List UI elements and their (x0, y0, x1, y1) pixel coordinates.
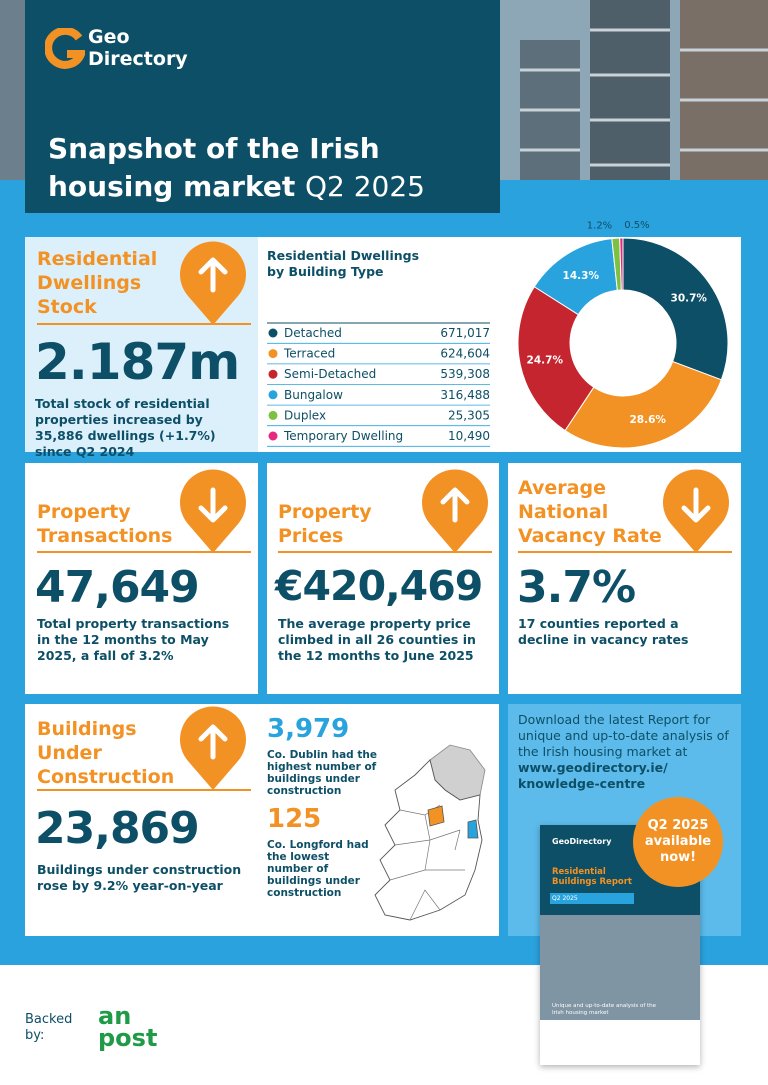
cover-photo (540, 915, 700, 1020)
title: Snapshot of the Irish housing market Q2 … (48, 130, 425, 206)
slice-label: 24.7% (527, 355, 564, 367)
slice-label: 0.5% (624, 220, 649, 231)
legend-count: 316,488 (440, 388, 490, 402)
ireland-map (374, 744, 486, 921)
pins (180, 241, 730, 790)
stat-value: 3.7% (517, 562, 636, 613)
cover-brand: GeoDirectory (552, 837, 612, 846)
logo-word: Directory (88, 48, 188, 70)
stat-label: Residential Dwellings Stock (37, 248, 158, 318)
download-link[interactable]: www.geodirectory.ie/ knowledge-centre (518, 760, 668, 791)
cover-subtitle: Unique and up-to-date analysis of the Ir… (552, 1003, 657, 1016)
legend-swatch (268, 410, 278, 420)
legend-label: Terraced (283, 347, 335, 361)
stat-value: 47,649 (35, 562, 200, 613)
logo-word: Geo (88, 26, 130, 48)
legend-swatch (268, 431, 278, 441)
donut-slice (517, 286, 595, 432)
partner-word: an (98, 1002, 132, 1030)
header-panel (25, 0, 500, 213)
stat-label: Average National Vacancy Rate (518, 477, 662, 547)
title-line: Snapshot of the Irish (48, 132, 380, 165)
underline (278, 551, 492, 553)
legend-swatch (268, 349, 278, 359)
legend-label: Temporary Dwelling (283, 429, 403, 443)
underline (37, 789, 251, 791)
logo-icon (45, 28, 85, 69)
donut-chart: Detached 671,017 Terraced 624,604 Semi-Detac… (267, 220, 729, 449)
legend-label: Duplex (284, 408, 326, 422)
stat-caption: The average property price climbed in al… (278, 616, 476, 663)
donut-slice (619, 237, 624, 291)
legend-swatch (268, 328, 278, 338)
legend-count: 624,604 (440, 347, 490, 361)
partner-logo: an post (98, 1002, 158, 1052)
title-line: housing market Q2 2025 (48, 168, 425, 206)
stat-label: Property Transactions (37, 501, 173, 547)
stat-caption: Buildings under construction rose by 9.2… (37, 862, 242, 893)
highlight-text: Co. Longford had the lowest number of bu… (267, 839, 369, 899)
legend-label: Semi-Detached (284, 367, 376, 381)
stat-value: 2.187m (35, 333, 240, 391)
donut-slice (564, 360, 722, 449)
highlight-text: Co. Dublin had the highest number of bui… (267, 749, 377, 797)
stat-value: 23,869 (35, 803, 200, 854)
slice-label: 14.3% (563, 270, 600, 282)
legend-count: 25,305 (448, 408, 490, 422)
chart-title: Residential Dwellings by Building Type (267, 248, 420, 279)
stat-caption: Total property transactions in the 12 mo… (37, 616, 230, 663)
stat-value: €420,469 (275, 562, 483, 610)
slice-label: 28.6% (630, 414, 667, 426)
availability-badge: Q2 2025 available now! (633, 797, 723, 887)
cover-title: Residential Buildings Report (552, 867, 632, 887)
slice-label: 30.7% (671, 292, 708, 304)
underline (37, 323, 251, 325)
highlight-value: 125 (267, 804, 322, 834)
backed-by: Backed by: (25, 1012, 73, 1043)
title-line: housing market (48, 170, 296, 203)
underline (37, 551, 251, 553)
legend-label: Detached (284, 326, 342, 340)
stat-caption: 17 counties reported a decline in vacanc… (518, 616, 689, 647)
legend-label: Bungalow (284, 388, 343, 402)
period: Q2 2025 (304, 170, 425, 203)
stat-label: Property Prices (278, 501, 372, 547)
underline (518, 551, 732, 553)
donut-slice (622, 237, 729, 381)
stat-label: Buildings Under Construction (37, 718, 175, 788)
highlight-value: 3,979 (267, 714, 350, 744)
legend-count: 671,017 (440, 326, 490, 340)
legend-swatch (268, 369, 278, 379)
legend-swatch (268, 390, 278, 400)
download-text: Download the latest Report for unique an… (518, 712, 729, 759)
cover-period: Q2 2025 (550, 893, 634, 904)
slice-label: 1.2% (587, 220, 612, 231)
legend-count: 10,490 (448, 429, 490, 443)
stat-caption: Total stock of residential properties in… (35, 396, 216, 459)
legend-count: 539,308 (440, 367, 490, 381)
partner-word: post (98, 1024, 158, 1052)
logo: Geo Directory (88, 26, 188, 70)
